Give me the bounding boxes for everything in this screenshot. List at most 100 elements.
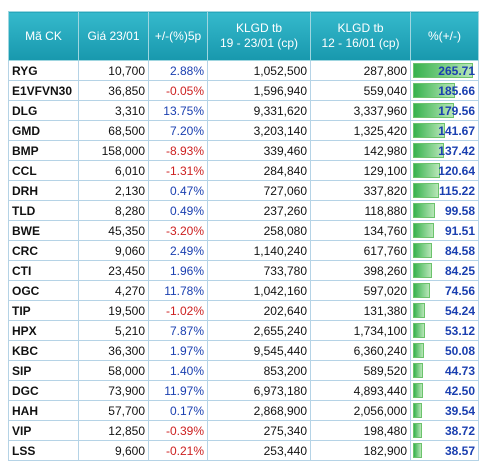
data-bar [413, 103, 454, 118]
table-cell: 179.56 [410, 100, 479, 121]
table-cell: 39.54 [410, 400, 479, 421]
cell-text: 141.67 [438, 123, 475, 138]
table-cell: -1.31% [148, 160, 208, 181]
data-bar [413, 263, 433, 278]
table-cell: 5,210 [78, 320, 149, 341]
table-cell: CTI [8, 260, 79, 281]
table-cell: CRC [8, 240, 79, 261]
cell-text: 91.51 [444, 223, 475, 238]
cell-text: 99.58 [444, 203, 475, 218]
cell-text: 115.22 [438, 183, 475, 198]
data-bar [413, 363, 424, 378]
table-cell: 727,060 [207, 180, 311, 201]
table-cell: GMD [8, 120, 79, 141]
table-cell: 1,140,240 [207, 240, 311, 261]
header-cell: +/-(%)5p [148, 11, 208, 61]
table-cell: KBC [8, 340, 79, 361]
cell-text: 44.73 [444, 363, 475, 378]
table-cell: 4,893,440 [310, 380, 411, 401]
data-bar [413, 283, 430, 298]
data-bar [413, 423, 422, 438]
table-cell: 3,310 [78, 100, 149, 121]
cell-text: 185.66 [438, 83, 475, 98]
table-cell: 617,760 [310, 240, 411, 261]
table-cell: 253,440 [207, 440, 311, 461]
table-cell: 559,040 [310, 80, 411, 101]
data-bar [413, 243, 433, 258]
table-cell: BWE [8, 220, 79, 241]
table-cell: 198,480 [310, 420, 411, 441]
header-line: 12 - 16/01 (cp) [321, 36, 400, 50]
table-row: CRC 9,060 2.49% 1,140,240 617,760 84.58 [8, 240, 479, 261]
table-cell: 0.49% [148, 200, 208, 221]
cell-text: 42.50 [444, 383, 475, 398]
table-cell: 1.97% [148, 340, 208, 361]
table-cell: 2,130 [78, 180, 149, 201]
table-wrap: Mã CK Giá 23/01 +/-(%)5p KLGD tb 19 - 23/01 … [8, 11, 479, 461]
cell-text: 50.08 [444, 343, 475, 358]
table-cell: 339,460 [207, 140, 311, 161]
table-cell: CCL [8, 160, 79, 181]
table-cell: 9,060 [78, 240, 149, 261]
table-cell: 131,380 [310, 300, 411, 321]
table-cell: 11.97% [148, 380, 208, 401]
data-bar [413, 203, 436, 218]
table-cell: 10,700 [78, 60, 149, 81]
cell-text: 54.24 [444, 303, 475, 318]
table-row: TIP 19,500 -1.02% 202,640 131,380 54.24 [8, 300, 479, 321]
cell-text: 84.58 [444, 243, 475, 258]
table-cell: 1,042,160 [207, 280, 311, 301]
table-row: BMP 158,000 -8.93% 339,460 142,980 137.42 [8, 140, 479, 161]
table-cell: TIP [8, 300, 79, 321]
table-row: HAH 57,700 0.17% 2,868,900 2,056,000 39.54 [8, 400, 479, 421]
table-cell: 57,700 [78, 400, 149, 421]
table-cell: DRH [8, 180, 79, 201]
table-cell: VIP [8, 420, 79, 441]
table-cell: 284,840 [207, 160, 311, 181]
table-body: RYG 10,700 2.88% 1,052,500 287,800 265.71 E1VF… [8, 60, 479, 461]
table-row: KBC 36,300 1.97% 9,545,440 6,360,240 50.08 [8, 340, 479, 361]
table-cell: 9,331,620 [207, 100, 311, 121]
table-row: CTI 23,450 1.96% 733,780 398,260 84.25 [8, 260, 479, 281]
table-cell: 68,500 [78, 120, 149, 141]
table-cell: E1VFVN30 [8, 80, 79, 101]
table-cell: -0.21% [148, 440, 208, 461]
table-row: VIP 12,850 -0.39% 275,340 198,480 38.72 [8, 420, 479, 441]
table-cell: 36,300 [78, 340, 149, 361]
table-cell: LSS [8, 440, 79, 461]
table-cell: 23,450 [78, 260, 149, 281]
table-cell: 8,280 [78, 200, 149, 221]
cell-text: 137.42 [438, 143, 475, 158]
header-row: Mã CK Giá 23/01 +/-(%)5p KLGD tb 19 - 23/01 … [8, 11, 479, 61]
table-cell: -0.05% [148, 80, 208, 101]
table-cell: 6,973,180 [207, 380, 311, 401]
cell-text: 53.12 [444, 323, 475, 338]
table-cell: 42.50 [410, 380, 479, 401]
table-cell: 137.42 [410, 140, 479, 161]
header-cell: Giá 23/01 [78, 11, 149, 61]
table-cell: 853,200 [207, 360, 311, 381]
table-cell: 13.75% [148, 100, 208, 121]
table-cell: 2,868,900 [207, 400, 311, 421]
table-cell: 44.73 [410, 360, 479, 381]
data-bar [413, 323, 425, 338]
data-bar [413, 183, 440, 198]
table-cell: 129,100 [310, 160, 411, 181]
data-bar [413, 403, 422, 418]
header-cell: KLGD tb 12 - 16/01 (cp) [310, 11, 411, 61]
table-cell: 134,760 [310, 220, 411, 241]
table-cell: 6,360,240 [310, 340, 411, 361]
table-cell: 45,350 [78, 220, 149, 241]
table-cell: 11.78% [148, 280, 208, 301]
table-row: TLD 8,280 0.49% 237,260 118,880 99.58 [8, 200, 479, 221]
table-cell: HPX [8, 320, 79, 341]
cell-text: 38.72 [444, 423, 475, 438]
table-cell: 38.57 [410, 440, 479, 461]
table-row: DGC 73,900 11.97% 6,973,180 4,893,440 42.50 [8, 380, 479, 401]
data-bar [413, 443, 422, 458]
table-row: SIP 58,000 1.40% 853,200 589,520 44.73 [8, 360, 479, 381]
table-cell: 1,052,500 [207, 60, 311, 81]
table-cell: 0.47% [148, 180, 208, 201]
table-cell: HAH [8, 400, 79, 421]
